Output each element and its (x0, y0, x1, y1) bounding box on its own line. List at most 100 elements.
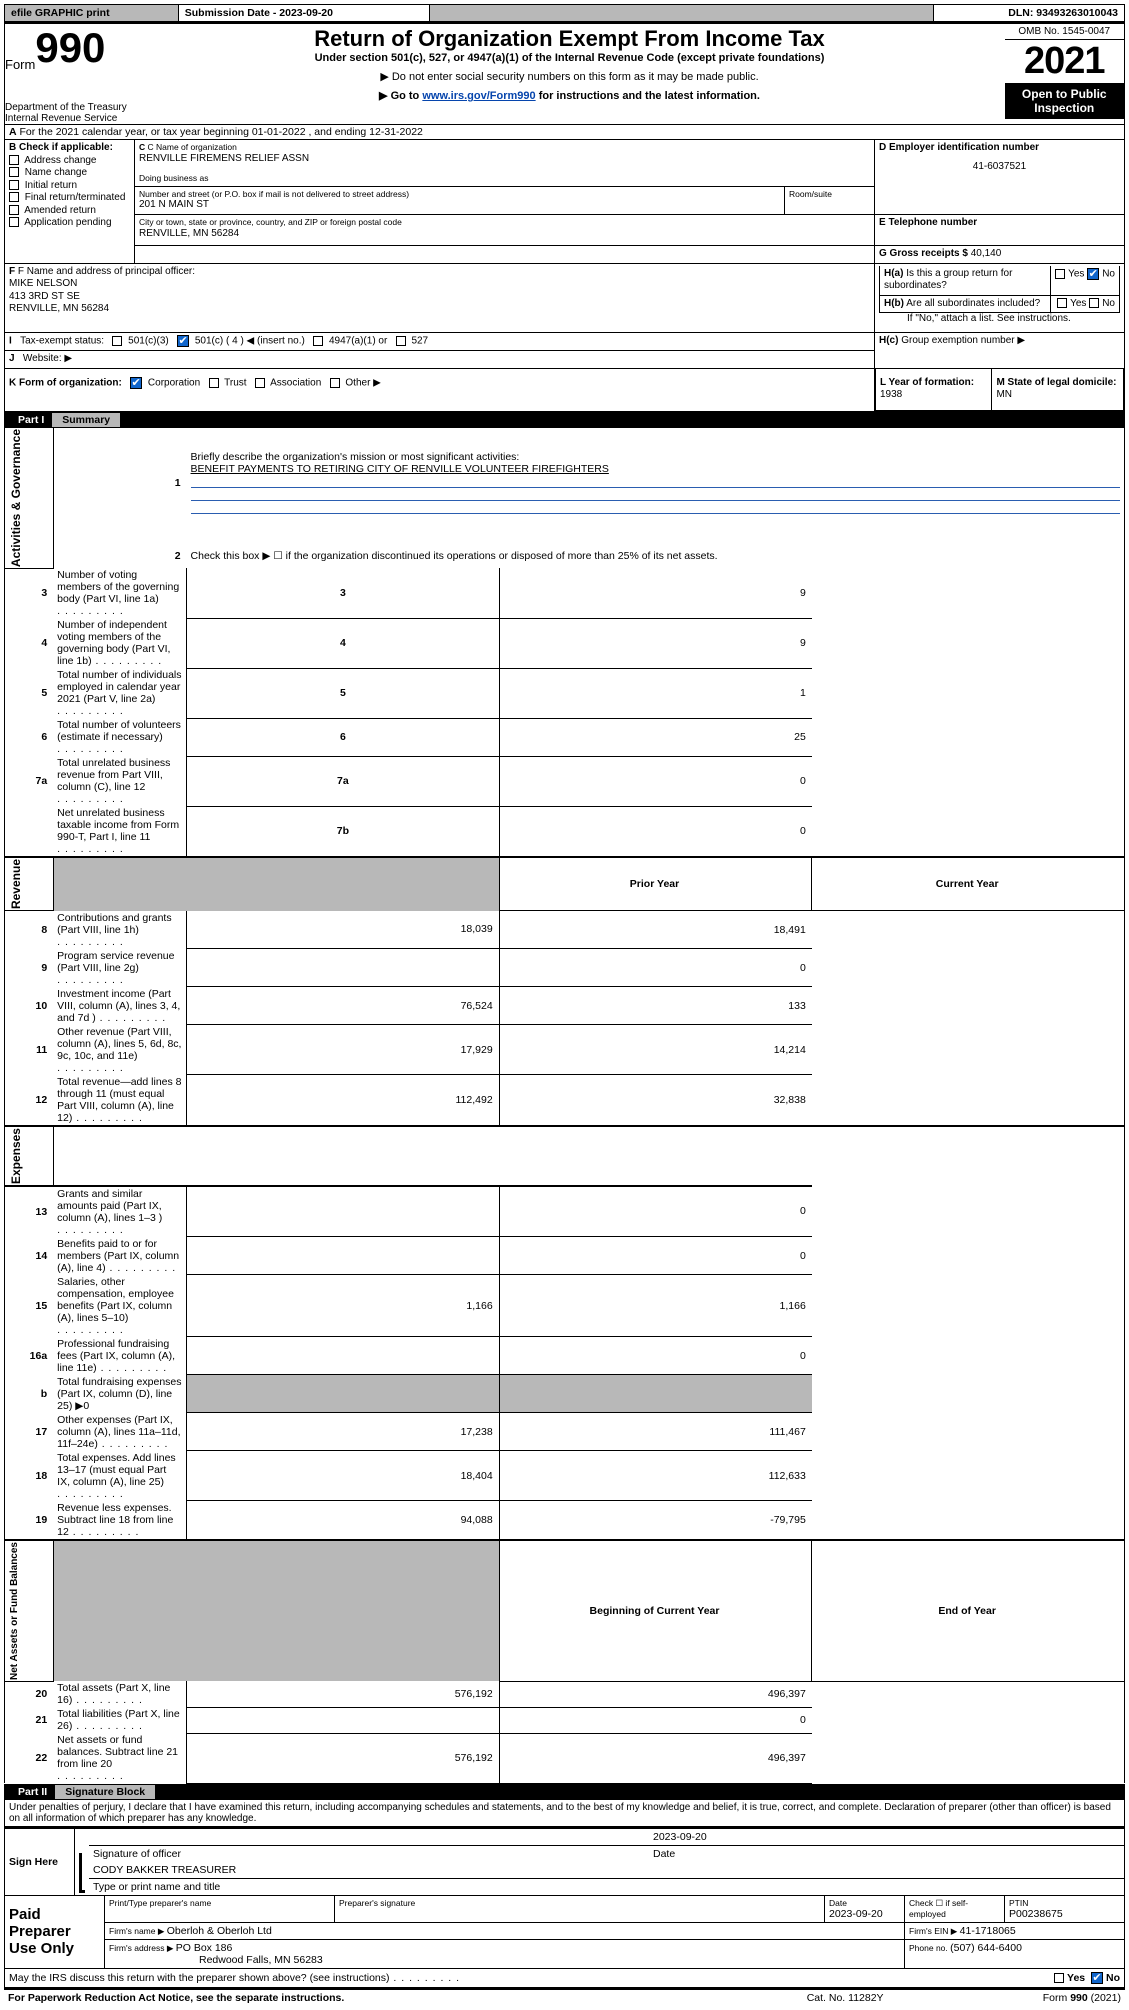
side-revenue: Revenue (9, 859, 23, 909)
sig-date-val: 2023-09-20 (649, 1828, 1125, 1846)
b-label: B Check if applicable: (9, 142, 130, 155)
open-to-public: Open to Public Inspection (1005, 83, 1125, 119)
table-row: bTotal fundraising expenses (Part IX, co… (5, 1375, 1125, 1413)
org-name: RENVILLE FIREMENS RELIEF ASSN (139, 153, 870, 166)
i-4947-checkbox[interactable] (313, 336, 323, 346)
part1-header: Part I Summary (4, 412, 1125, 428)
form-title: Return of Organization Exempt From Incom… (135, 26, 1005, 52)
paid-preparer-block: Paid Preparer Use Only Print/Type prepar… (4, 1896, 1125, 1969)
b-option-checkbox[interactable] (9, 192, 19, 202)
i-501c3-checkbox[interactable] (112, 336, 122, 346)
table-row: 3Number of voting members of the governi… (5, 568, 1125, 618)
hb-label: Are all subordinates included? (906, 298, 1040, 309)
i-label: Tax-exempt status: (20, 336, 104, 347)
hb-yes-checkbox[interactable] (1057, 298, 1067, 308)
officer-name: MIKE NELSON (9, 278, 870, 291)
discuss-no-checkbox[interactable] (1091, 1972, 1103, 1984)
c-label: C C Name of organization (139, 142, 870, 153)
pp-date: 2023-09-20 (829, 1908, 900, 1920)
part2-header: Part II Signature Block (4, 1784, 1125, 1800)
firm-addr1: PO Box 186 (176, 1942, 233, 1954)
table-row: 7aTotal unrelated business revenue from … (5, 756, 1125, 806)
begin-year-header: Beginning of Current Year (499, 1540, 812, 1682)
b-option: Name change (9, 167, 130, 180)
tax-year: 2021 (1024, 40, 1105, 82)
i-501c-checkbox[interactable] (177, 335, 189, 347)
ha-no-checkbox[interactable] (1087, 268, 1099, 280)
ein: 41-6037521 (879, 155, 1120, 180)
end-year-header: End of Year (812, 1540, 1125, 1682)
firm-phone: (507) 644-6400 (950, 1942, 1022, 1954)
omb-number: OMB No. 1545-0047 (1005, 24, 1125, 40)
type-name-label: Type or print name and title (89, 1878, 1125, 1895)
side-expenses: Expenses (9, 1128, 23, 1184)
firm-name: Oberloh & Oberloh Ltd (167, 1925, 272, 1937)
hc-label: Group exemption number ▶ (901, 335, 1025, 346)
b-option-checkbox[interactable] (9, 167, 19, 177)
b-option: Amended return (9, 205, 130, 218)
line-a-tax-year: A For the 2021 calendar year, or tax yea… (4, 125, 1125, 140)
table-row: Net unrelated business taxable income fr… (5, 806, 1125, 857)
form-word: Form (5, 57, 35, 72)
top-bar: efile GRAPHIC print Submission Date - 20… (4, 4, 1125, 22)
table-row: 18Total expenses. Add lines 13–17 (must … (5, 1451, 1125, 1501)
form-number: 990 (35, 24, 105, 71)
table-row: 17Other expenses (Part IX, column (A), l… (5, 1413, 1125, 1451)
dept-treasury: Department of the Treasury Internal Reve… (5, 102, 135, 124)
officer-name-title: CODY BAKKER TREASURER (89, 1862, 1125, 1879)
discuss-yes-checkbox[interactable] (1054, 1973, 1064, 1983)
current-year-header: Current Year (812, 857, 1125, 911)
efile-label[interactable]: efile GRAPHIC print (5, 5, 179, 22)
entity-info-block: B Check if applicable: Address change Na… (4, 140, 1125, 412)
form-header: Form990 Department of the Treasury Inter… (4, 22, 1125, 125)
table-row: 4Number of independent voting members of… (5, 618, 1125, 668)
officer-addr1: 413 3RD ST SE (9, 291, 870, 304)
table-row: 11Other revenue (Part VIII, column (A), … (5, 1025, 1125, 1075)
city-label: City or town, state or province, country… (139, 217, 870, 228)
table-row: 5Total number of individuals employed in… (5, 668, 1125, 718)
street-address: 201 N MAIN ST (139, 199, 780, 212)
sig-date-label: Date (649, 1845, 1125, 1862)
discuss-row: May the IRS discuss this return with the… (4, 1969, 1125, 1988)
prior-year-header: Prior Year (499, 857, 812, 911)
b-option-checkbox[interactable] (9, 217, 19, 227)
b-option: Initial return (9, 180, 130, 193)
note-ssn: ▶ Do not enter social security numbers o… (135, 70, 1005, 83)
perjury-declaration: Under penalties of perjury, I declare th… (4, 1800, 1125, 1827)
i-527-checkbox[interactable] (396, 336, 406, 346)
table-row: 6Total number of volunteers (estimate if… (5, 718, 1125, 756)
j-label: Website: ▶ (23, 353, 72, 364)
room-label: Room/suite (789, 189, 870, 200)
hb-no-checkbox[interactable] (1089, 298, 1099, 308)
firm-addr2: Redwood Falls, MN 56283 (109, 1954, 900, 1966)
k-corp-checkbox[interactable] (130, 377, 142, 389)
table-row: 13Grants and similar amounts paid (Part … (5, 1186, 1125, 1237)
form-subtitle: Under section 501(c), 527, or 4947(a)(1)… (135, 52, 1005, 64)
addr-label: Number and street (or P.O. box if mail i… (139, 189, 780, 200)
k-assoc-checkbox[interactable] (255, 378, 265, 388)
b-option: Final return/terminated (9, 192, 130, 205)
pra-notice: For Paperwork Reduction Act Notice, see … (4, 1989, 753, 2006)
dba-label: Doing business as (139, 173, 870, 184)
d-label: D Employer identification number (879, 142, 1120, 155)
table-row: 21Total liabilities (Part X, line 26)0 (5, 1707, 1125, 1733)
b-option-checkbox[interactable] (9, 155, 19, 165)
sign-here-block: Sign Here 2023-09-20 Signature of office… (4, 1827, 1125, 1896)
submission-date: Submission Date - 2023-09-20 (178, 5, 429, 22)
b-option-checkbox[interactable] (9, 180, 19, 190)
self-employed-check[interactable]: Check ☐ if self-employed (909, 1898, 1000, 1919)
firm-ein: 41-1718065 (960, 1925, 1016, 1937)
ha-yes-checkbox[interactable] (1055, 269, 1065, 279)
table-row: 15Salaries, other compensation, employee… (5, 1275, 1125, 1337)
sign-here-label: Sign Here (5, 1828, 75, 1896)
k-other-checkbox[interactable] (330, 378, 340, 388)
b-option-checkbox[interactable] (9, 205, 19, 215)
l2-text: Check this box ▶ ☐ if the organization d… (187, 544, 1125, 568)
table-row: 12Total revenue—add lines 8 through 11 (… (5, 1075, 1125, 1126)
table-row: 16aProfessional fundraising fees (Part I… (5, 1337, 1125, 1375)
sig-officer-label: Signature of officer (89, 1845, 649, 1862)
irs-link[interactable]: www.irs.gov/Form990 (422, 90, 535, 102)
f-label: F F Name and address of principal office… (9, 266, 870, 279)
k-trust-checkbox[interactable] (209, 378, 219, 388)
side-netassets: Net Assets or Fund Balances (9, 1542, 20, 1680)
